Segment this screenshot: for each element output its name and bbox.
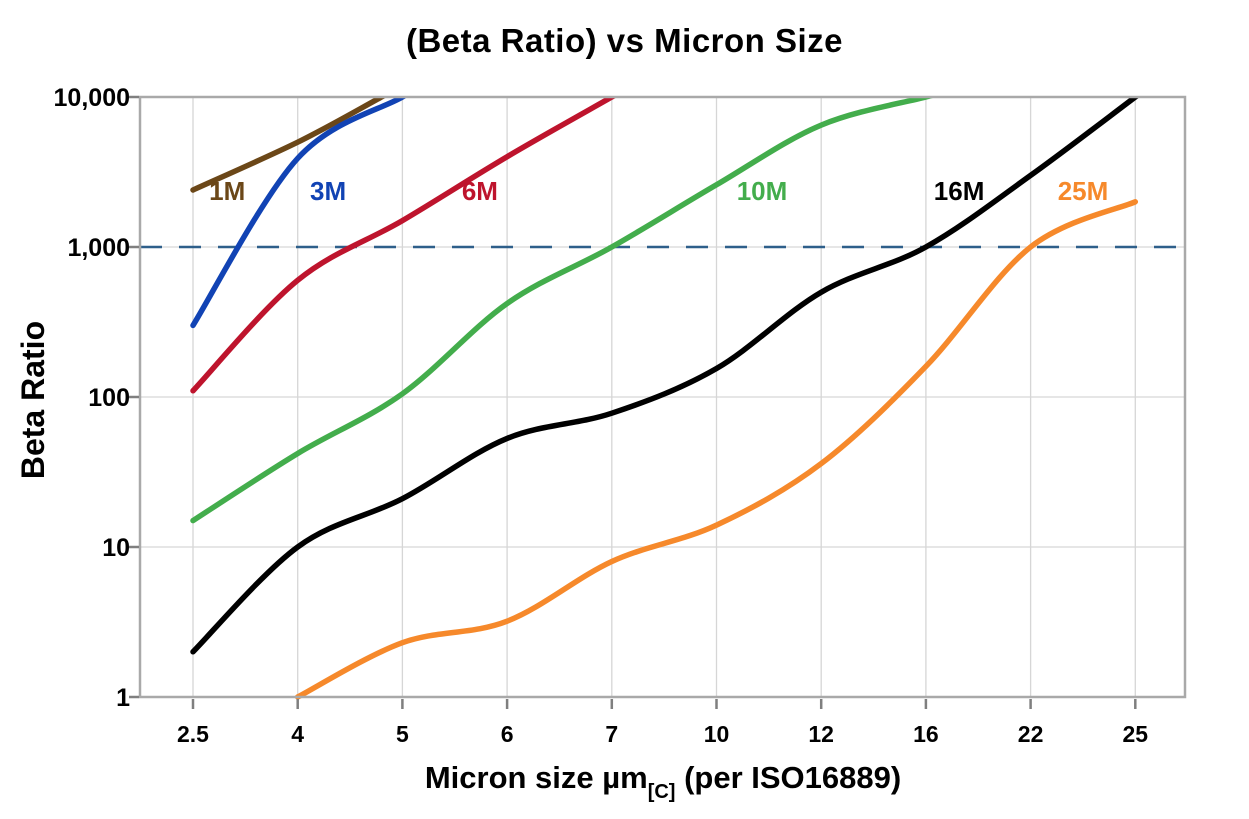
y-axis-title: Beta Ratio [15, 321, 51, 479]
series-label-6M: 6M [462, 176, 498, 206]
series-line-6M [190, 97, 618, 394]
x-tick-label-5: 5 [396, 721, 409, 747]
series-label-10M: 10M [737, 176, 788, 206]
series-line-16M [190, 97, 1140, 655]
series-curves [190, 97, 1140, 700]
x-tick-label-10: 10 [704, 721, 730, 747]
y-tick-label-1,000: 1,000 [67, 234, 130, 262]
y-tick-label-10: 10 [102, 534, 130, 562]
plot-frame [138, 95, 1187, 699]
x-tick-label-25: 25 [1123, 721, 1149, 747]
series-line-10M [190, 97, 937, 524]
y-tick-label-100: 100 [88, 384, 130, 412]
x-tick-label-2.5: 2.5 [177, 721, 209, 747]
y-tick-label-10,000: 10,000 [54, 84, 130, 112]
x-tick-label-4: 4 [291, 721, 304, 747]
series-line-1M [190, 97, 388, 193]
series-label-3M: 3M [310, 176, 346, 206]
x-tick-label-12: 12 [808, 721, 834, 747]
y-tick-label-1: 1 [116, 684, 130, 712]
series-line-25M [294, 199, 1139, 700]
x-axis-title: Micron size µm[C] (per ISO16889) [425, 760, 901, 803]
series-label-25M: 25M [1058, 176, 1109, 206]
x-tick-label-22: 22 [1018, 721, 1044, 747]
x-tick-label-16: 16 [913, 721, 939, 747]
series-label-1M: 1M [209, 176, 245, 206]
series-label-16M: 16M [934, 176, 985, 206]
x-tick-label-6: 6 [501, 721, 514, 747]
chart-title: (Beta Ratio) vs Micron Size [405, 22, 844, 59]
series-line-3M [190, 97, 408, 329]
x-tick-label-7: 7 [605, 721, 618, 747]
